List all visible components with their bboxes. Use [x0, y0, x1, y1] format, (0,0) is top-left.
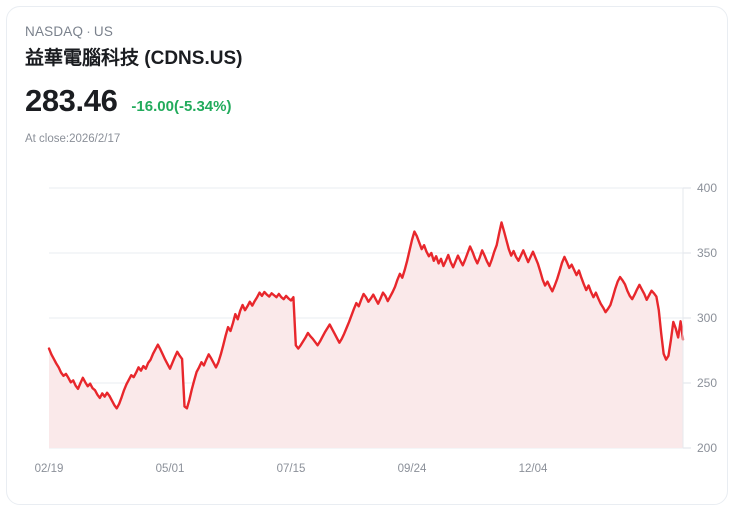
- chart-y-axis-labels: 400 350 300 250 200: [697, 181, 717, 455]
- x-axis-label: 02/19: [35, 463, 64, 475]
- y-axis-label: 300: [697, 311, 717, 325]
- price-chart-svg[interactable]: 400 350 300 250 200 02/19 05/01 07/15 09/24 12/0…: [7, 172, 727, 492]
- price-line: [47, 221, 685, 410]
- x-axis-label: 09/24: [398, 463, 427, 475]
- region-name: US: [93, 24, 114, 39]
- y-axis-label: 400: [697, 181, 717, 195]
- y-axis-label: 250: [697, 376, 717, 390]
- quote-card: NASDAQ · US 益華電腦科技 (CDNS.US) 283.46 -16.00…: [6, 6, 728, 505]
- price-area-fill: [49, 222, 683, 448]
- quote-header: NASDAQ · US 益華電腦科技 (CDNS.US) 283.46 -16.00…: [25, 23, 709, 147]
- chart-x-axis-labels: 02/19 05/01 07/15 09/24 12/04: [35, 463, 548, 475]
- exchange-separator: ·: [86, 24, 91, 39]
- y-axis-label: 350: [697, 246, 717, 260]
- exchange-name: NASDAQ: [25, 24, 84, 39]
- x-axis-label: 12/04: [519, 463, 548, 475]
- page-title: 益華電腦科技 (CDNS.US): [25, 48, 243, 69]
- close-timestamp: At close:2026/2/17: [25, 133, 121, 145]
- price-chart[interactable]: 400 350 300 250 200 02/19 05/01 07/15 09/24 12/0…: [7, 172, 727, 492]
- x-axis-label: 05/01: [156, 463, 185, 475]
- x-axis-label: 07/15: [277, 463, 306, 475]
- y-axis-label: 200: [697, 441, 717, 455]
- price-change: -16.00(-5.34%): [131, 98, 232, 115]
- current-price: 283.46: [25, 83, 118, 118]
- quote-row: 283.46 -16.00(-5.34%): [25, 83, 709, 119]
- exchange-region-line: NASDAQ · US: [25, 23, 709, 41]
